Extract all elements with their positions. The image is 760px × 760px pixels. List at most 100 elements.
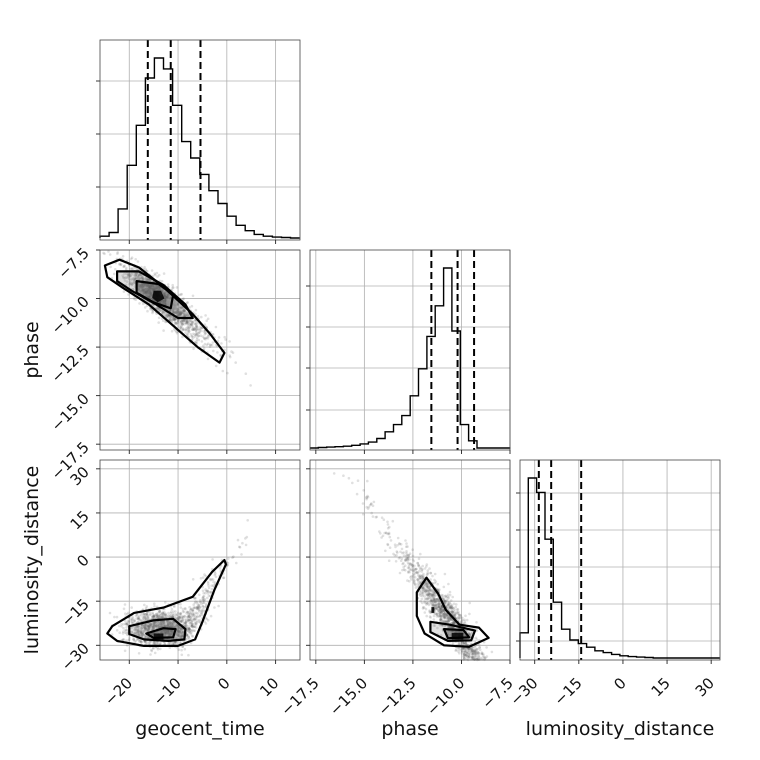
sample-point (178, 293, 181, 297)
sample-point (123, 603, 127, 606)
sample-point (121, 274, 124, 277)
sample-point (175, 311, 178, 315)
sample-point (210, 343, 214, 347)
sample-point (153, 285, 156, 289)
sample-point (391, 519, 395, 523)
sample-point (166, 294, 170, 297)
sample-point (166, 313, 170, 317)
sample-point (150, 269, 154, 272)
sample-point (380, 536, 383, 539)
x-tick-label: 0 (610, 674, 629, 693)
sample-point (177, 303, 180, 306)
sample-point (446, 605, 449, 608)
sample-point (153, 288, 157, 292)
sample-point (128, 272, 132, 276)
sample-point (138, 277, 141, 281)
sample-point (149, 308, 152, 311)
sample-point (162, 293, 165, 296)
sample-point (412, 569, 416, 572)
sample-point (148, 285, 152, 289)
sample-point (211, 341, 215, 344)
sample-point (182, 314, 186, 317)
sample-point (194, 324, 198, 328)
sample-point (198, 328, 202, 332)
sample-point (149, 291, 153, 294)
sample-point (188, 622, 191, 625)
sample-point (193, 327, 196, 331)
sample-point (388, 525, 391, 529)
sample-point (145, 292, 149, 296)
sample-point (221, 369, 225, 373)
sample-point (112, 272, 116, 276)
sample-point (189, 319, 192, 322)
sample-point (135, 277, 138, 280)
sample-point (125, 276, 128, 279)
sample-point (132, 278, 135, 282)
sample-point (140, 276, 144, 280)
sample-point (146, 291, 149, 295)
sample-point (155, 286, 159, 290)
sample-point (366, 479, 369, 483)
sample-point (145, 279, 149, 282)
sample-point (137, 287, 141, 291)
sample-point (122, 626, 125, 630)
sample-point (362, 512, 365, 516)
sample-point (145, 290, 149, 294)
sample-point (449, 599, 453, 602)
sample-point (149, 295, 152, 298)
sample-point (197, 334, 200, 338)
sample-point (459, 616, 463, 619)
sample-point (144, 292, 147, 295)
sample-point (175, 286, 179, 289)
sample-point (176, 321, 179, 324)
sample-point (123, 272, 126, 276)
sample-point (478, 646, 481, 649)
sample-point (120, 625, 123, 628)
sample-point (150, 293, 153, 296)
sample-point (185, 319, 188, 323)
sample-point (165, 295, 169, 299)
sample-point (202, 336, 206, 340)
sample-point (182, 309, 185, 313)
sample-point (140, 284, 143, 287)
sample-point (166, 295, 169, 298)
sample-point (131, 283, 134, 286)
sample-point (180, 308, 183, 312)
sample-point (144, 291, 148, 294)
sample-point (186, 326, 189, 330)
sample-point (139, 619, 143, 622)
sample-point (127, 611, 130, 615)
sample-point (146, 284, 149, 288)
sample-point (187, 326, 190, 330)
sample-point (146, 284, 149, 287)
sample-point (188, 325, 191, 329)
sample-point (161, 301, 165, 305)
sample-point (141, 278, 145, 281)
sample-point (194, 329, 198, 333)
sample-point (166, 313, 170, 317)
sample-point (168, 313, 171, 317)
sample-point (142, 277, 145, 281)
sample-point (125, 626, 128, 629)
sample-point (490, 650, 494, 654)
sample-point (149, 287, 152, 290)
sample-point (197, 334, 201, 338)
sample-point (192, 328, 196, 331)
sample-point (129, 267, 132, 271)
sample-point (141, 284, 144, 288)
sample-point (193, 618, 196, 622)
sample-point (127, 273, 131, 276)
x-axis-title-phase: phase (381, 718, 438, 740)
sample-point (191, 328, 195, 332)
sample-point (157, 615, 160, 619)
sample-point (147, 291, 150, 295)
sample-point (154, 288, 157, 291)
sample-point (203, 331, 207, 335)
sample-point (234, 361, 237, 364)
sample-point (190, 335, 194, 338)
sample-point (153, 284, 157, 287)
sample-point (162, 311, 166, 315)
sample-point (133, 280, 136, 284)
sample-point (457, 617, 461, 621)
sample-point (179, 313, 183, 317)
